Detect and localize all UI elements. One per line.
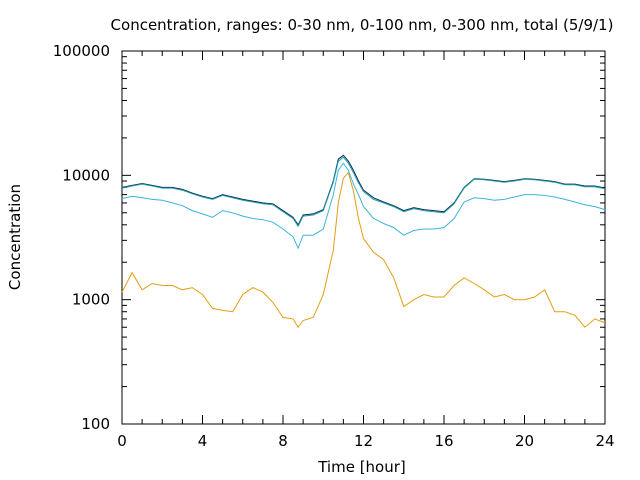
series-lines xyxy=(121,154,606,329)
x-tick-label: 0 xyxy=(117,432,127,450)
x-axis-label: Time [hour] xyxy=(317,458,406,476)
y-tick-label: 10000 xyxy=(62,166,110,184)
series-line-2 xyxy=(121,156,606,228)
x-tick-label: 16 xyxy=(434,432,453,450)
y-axis-label: Concentration xyxy=(6,184,24,290)
y-tick-label: 1000 xyxy=(72,291,110,309)
x-tick-label: 12 xyxy=(354,432,373,450)
y-tick-label: 100 xyxy=(81,415,110,433)
series-line-4 xyxy=(121,171,606,329)
series-line-3 xyxy=(121,162,606,250)
y-tick-label: 100000 xyxy=(53,42,110,60)
chart-title: Concentration, ranges: 0-30 nm, 0-100 nm… xyxy=(111,16,614,34)
x-tick-label: 4 xyxy=(198,432,208,450)
x-tick-label: 24 xyxy=(595,432,614,450)
x-tick-label: 20 xyxy=(515,432,534,450)
series-line-1 xyxy=(121,154,606,226)
y-axis: 100 1000 10000 100000 xyxy=(53,42,605,433)
x-axis: 0 4 8 12 16 20 24 xyxy=(117,51,615,450)
x-tick-label: 8 xyxy=(278,432,288,450)
